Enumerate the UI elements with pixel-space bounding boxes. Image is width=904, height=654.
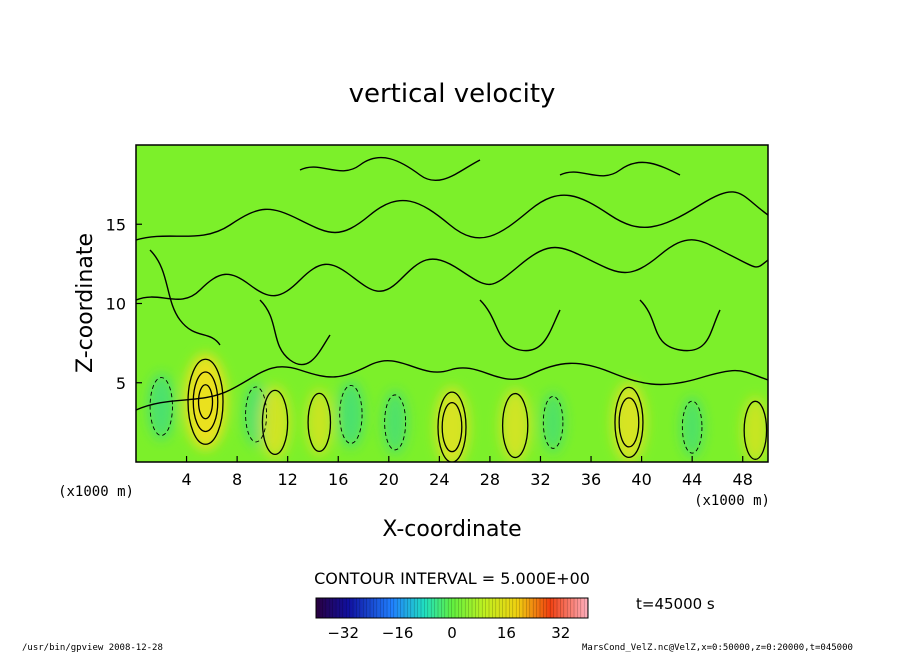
contour-ring	[192, 371, 219, 433]
field-feature	[147, 372, 175, 441]
contour-ring	[307, 392, 332, 453]
contour-ring	[542, 395, 564, 449]
contour-ring	[441, 401, 463, 453]
x-tick-label: 12	[278, 470, 298, 489]
colorbar-tick-label: 0	[447, 624, 457, 642]
field-feature	[435, 387, 469, 462]
contour-closed-rings	[149, 358, 768, 462]
y-tick-label: 5	[116, 374, 126, 393]
x-tick-label: 32	[530, 470, 550, 489]
footer-right: MarsCond_VelZ.nc@VelZ,x=0:50000,z=0:2000…	[582, 643, 853, 653]
y-axis: 5 10 15	[106, 215, 142, 393]
contour-ring	[618, 397, 640, 448]
y-tick-label: 15	[106, 215, 126, 234]
x-tick-label: 48	[733, 470, 753, 489]
y-axis-label: Z-coordinate	[73, 233, 98, 373]
contour-ring	[245, 386, 268, 443]
colorbar-tick-label: −32	[327, 624, 359, 642]
contour-ring	[384, 394, 407, 451]
contour-ring	[743, 400, 768, 460]
x-axis-label: X-coordinate	[382, 517, 521, 542]
x-unit-left: (x1000 m)	[58, 484, 134, 500]
x-tick-label: 44	[682, 470, 702, 489]
x-axis: 4 8 12 16 20 24 28 32 36 40 44 48	[181, 456, 753, 489]
field-feature	[541, 391, 565, 453]
contour-ring	[187, 358, 224, 445]
chart-title: vertical velocity	[349, 79, 556, 109]
x-tick-label: 20	[379, 470, 399, 489]
colorbar	[315, 597, 589, 619]
contour-ring	[614, 386, 644, 459]
x-tick-label: 16	[328, 470, 348, 489]
y-tick-label: 10	[106, 295, 126, 314]
field-feature	[259, 385, 291, 460]
footer-left: /usr/bin/gpview 2008-12-28	[22, 643, 163, 653]
field-feature	[680, 396, 704, 458]
plot-area	[136, 145, 768, 462]
contour-ring	[261, 389, 289, 456]
velocity-field	[147, 353, 768, 462]
contour-interval-label: CONTOUR INTERVAL = 5.000E+00	[314, 569, 590, 588]
contour-ring	[681, 400, 703, 454]
x-tick-label: 8	[232, 470, 242, 489]
field-feature	[611, 382, 646, 462]
field-feature	[184, 353, 228, 450]
x-tick-label: 28	[480, 470, 500, 489]
colorbar-tick-label: 32	[551, 624, 570, 642]
time-label: t=45000 s	[636, 595, 715, 613]
field-feature	[741, 396, 768, 462]
contour-ring	[197, 384, 214, 420]
contour-ring	[339, 385, 363, 444]
field-feature	[305, 388, 333, 456]
x-tick-label: 40	[631, 470, 651, 489]
field-feature	[500, 388, 531, 462]
contour-lines	[136, 156, 768, 411]
colorbar-ticks: −32 −16 0 16 32	[327, 624, 570, 642]
field-feature	[382, 390, 408, 455]
colorbar-tick-label: −16	[382, 624, 414, 642]
contour-ring	[501, 392, 529, 459]
x-tick-label: 36	[581, 470, 601, 489]
colorbar-tick-label: 16	[497, 624, 516, 642]
x-tick-label: 4	[181, 470, 191, 489]
colorbar-stripes	[318, 598, 588, 618]
contour-ring	[437, 391, 467, 462]
contour-ring	[149, 377, 173, 436]
field-feature	[337, 380, 365, 449]
x-unit-right: (x1000 m)	[694, 493, 770, 509]
x-tick-label: 24	[429, 470, 449, 489]
